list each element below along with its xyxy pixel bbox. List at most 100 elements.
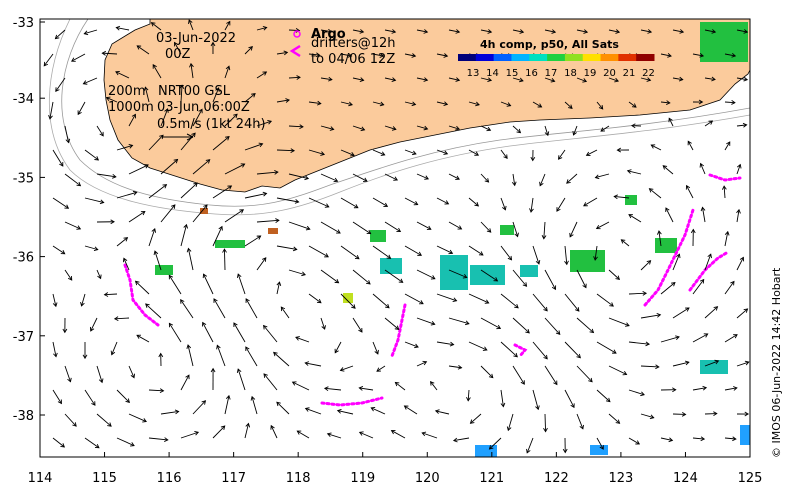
current-arrow-head [506, 102, 512, 107]
current-arrow-head [703, 333, 709, 338]
current-arrow-head [358, 328, 363, 333]
current-arrow-head [64, 204, 70, 209]
current-arrow-head [60, 443, 66, 448]
current-arrow-head [72, 422, 77, 427]
current-arrow-head [576, 353, 581, 359]
current-arrow-head [262, 191, 268, 197]
current-arrow-head [276, 281, 282, 287]
current-arrow-head [67, 377, 72, 383]
current-arrow-head [535, 259, 541, 265]
current-arrow [384, 125, 396, 130]
current-arrow-head [632, 103, 637, 108]
current-arrow-head [202, 273, 208, 279]
current-arrow [372, 293, 390, 309]
current-arrow-head [736, 163, 742, 169]
current-arrow-head [152, 64, 157, 69]
current-arrow-head [262, 257, 267, 262]
current-arrow [543, 221, 546, 239]
current-arrow [668, 118, 674, 127]
current-arrow-head [93, 246, 99, 252]
current-arrow-head [452, 437, 458, 443]
current-arrow [212, 185, 232, 199]
current-arrow-head [112, 173, 117, 179]
current-arrow [468, 341, 488, 351]
current-arrow [154, 250, 162, 271]
current-arrow-head [635, 440, 641, 445]
current-arrow-head [134, 280, 140, 286]
current-arrow-head [593, 256, 598, 261]
current-arrow-head [398, 278, 404, 283]
current-arrow [372, 53, 384, 57]
x-tick-label: 119 [350, 471, 375, 486]
current-arrow-head [513, 352, 518, 358]
current-arrow-head [631, 123, 636, 129]
current-arrow-head [616, 147, 622, 153]
current-arrow [724, 281, 735, 295]
current-arrow-head [615, 419, 621, 424]
current-arrow [84, 197, 104, 203]
current-arrow-head [681, 411, 687, 417]
current-arrow [436, 101, 448, 105]
current-arrow [90, 317, 98, 332]
current-arrow-head [585, 151, 591, 156]
current-arrow [621, 239, 630, 247]
current-arrow-head [665, 207, 670, 212]
current-arrow-head [595, 224, 601, 230]
current-arrow-head [240, 163, 246, 168]
current-arrow-head [245, 422, 251, 428]
current-arrow-head [668, 437, 674, 443]
colorbar-tick-label: 17 [545, 68, 558, 79]
current-arrow [212, 136, 230, 151]
current-arrow-head [110, 219, 115, 225]
current-arrow [608, 365, 627, 375]
current-arrow-head [423, 29, 429, 34]
current-arrow [692, 279, 705, 295]
current-arrow-head [216, 344, 221, 350]
current-arrow-head [612, 349, 617, 354]
current-arrow [700, 163, 706, 175]
current-arrow [448, 173, 460, 180]
current-arrow-head [203, 204, 208, 210]
current-arrow [188, 19, 194, 31]
current-arrow [404, 245, 422, 256]
current-arrow-head [370, 406, 376, 412]
current-arrow-head [143, 86, 149, 92]
current-arrow [512, 221, 519, 237]
current-arrow-head [594, 174, 600, 180]
current-arrow [256, 257, 267, 271]
colorbar-segment [475, 54, 495, 61]
current-arrow-head [556, 207, 561, 212]
current-arrow-head [414, 343, 419, 349]
current-arrow [276, 282, 280, 295]
current-arrow [500, 149, 508, 159]
current-arrow-head [145, 303, 150, 308]
current-arrow-head [457, 225, 463, 230]
current-arrow [724, 387, 737, 391]
current-arrow-head [511, 181, 517, 187]
current-arrow [532, 101, 542, 108]
current-arrow [500, 197, 506, 210]
current-arrow [480, 29, 492, 33]
current-arrow [223, 249, 226, 271]
current-arrow [84, 149, 99, 161]
current-arrow [448, 29, 460, 33]
current-arrow [359, 387, 374, 391]
current-arrow-head [620, 239, 626, 244]
current-arrow [288, 125, 304, 128]
current-arrow [660, 282, 676, 295]
current-arrow-head [443, 150, 449, 155]
current-arrow-head [57, 399, 62, 405]
current-arrow [128, 164, 149, 175]
current-arrow-head [136, 45, 142, 50]
current-arrow [480, 269, 498, 282]
current-arrow [384, 269, 403, 283]
current-arrow-head [582, 283, 587, 289]
current-arrow [106, 97, 118, 103]
current-arrow-head [613, 194, 618, 200]
current-arrow [416, 221, 432, 230]
current-arrow-head [672, 387, 677, 393]
current-arrow [49, 101, 54, 119]
current-arrow-head [83, 30, 89, 36]
current-arrow [352, 77, 364, 81]
current-arrow [308, 245, 329, 258]
